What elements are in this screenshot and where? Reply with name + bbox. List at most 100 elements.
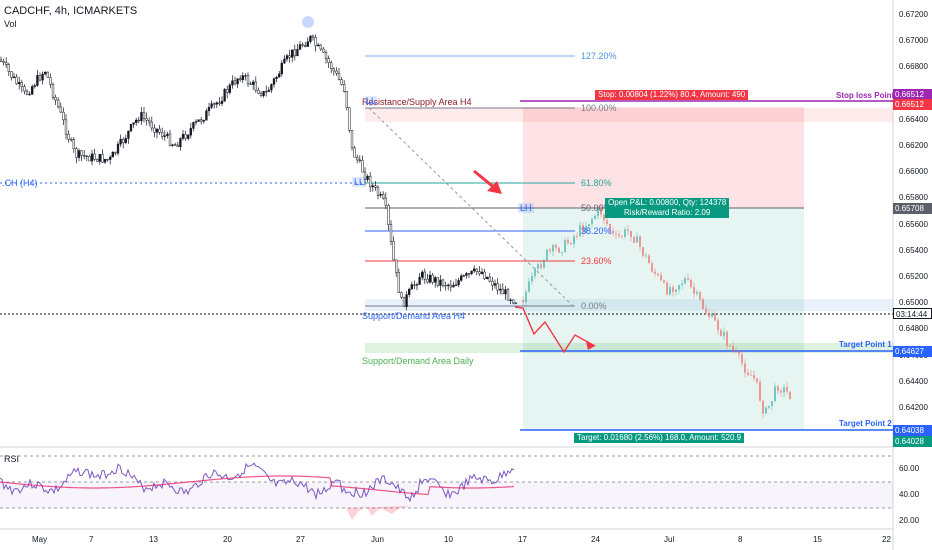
candle-body [155, 128, 159, 133]
candle-body [187, 134, 190, 139]
target-info-tag[interactable]: Target: 0.01680 (2.56%) 168.0, Amount: 5… [574, 433, 745, 443]
open-pl-tag[interactable]: Open P&L: 0.00800, Qty: 124378 Risk/Rewa… [605, 198, 730, 218]
price-tick: 0.65000 [899, 298, 928, 308]
target1-price-box: 0.64627 [893, 346, 932, 357]
time-tick: 24 [591, 535, 600, 544]
candle-body [252, 81, 255, 85]
candle-body [259, 93, 263, 96]
projection-body [630, 230, 632, 237]
candle-body [306, 41, 309, 47]
candle-body [49, 77, 52, 85]
candle-body [483, 271, 486, 279]
candle-body [460, 275, 463, 281]
candle-body [189, 128, 192, 136]
candle-body [298, 44, 302, 50]
candle-body [340, 79, 343, 85]
candle-body [163, 135, 166, 137]
candle-body [389, 224, 393, 242]
candle-body [488, 276, 491, 282]
rsi-tick-40: 40.00 [899, 490, 920, 499]
projection-candles [522, 203, 791, 419]
projection-body [573, 236, 575, 245]
candle-body [5, 62, 8, 65]
candle-body [363, 171, 367, 180]
volume-label[interactable]: Vol [4, 19, 17, 29]
price-candles[interactable] [0, 34, 517, 311]
candle-body [215, 102, 218, 105]
candle-body [127, 130, 130, 139]
price-tick: 0.67000 [899, 36, 928, 46]
time-tick: 22 [882, 535, 891, 544]
candle-body [205, 110, 208, 121]
candle-body [491, 280, 494, 286]
candle-body [454, 284, 458, 286]
candle-body [327, 58, 330, 63]
resistance-area[interactable] [365, 108, 893, 122]
projection-body [705, 308, 707, 314]
stop-zone[interactable] [523, 107, 804, 208]
fib-236-label: 23.60% [581, 256, 612, 266]
projection-body [723, 331, 725, 337]
candle-body [98, 154, 101, 162]
candle-body [431, 274, 434, 283]
projection-body [702, 299, 704, 309]
projection-body [588, 224, 590, 227]
price-tick: 0.65400 [899, 245, 928, 255]
stop-info-tag[interactable]: Stop: 0.00804 (1.22%) 80.4, Amount: 490 [595, 90, 749, 100]
candle-body [410, 284, 413, 290]
candle-body [379, 194, 382, 196]
target-zone[interactable] [523, 208, 804, 430]
candle-body [12, 76, 16, 79]
candle-body [142, 112, 146, 119]
lh-label: LH [518, 203, 534, 213]
support-h4-area[interactable] [365, 299, 893, 311]
candle-body [88, 156, 91, 162]
candle-body [241, 75, 244, 81]
projection-body [711, 313, 713, 317]
projection-body [540, 264, 542, 268]
candle-body [20, 82, 23, 87]
projection-body [597, 207, 599, 216]
candle-body [197, 119, 200, 122]
candle-body [335, 70, 338, 74]
stop-price-box: 0.66512 [893, 89, 932, 100]
projection-body [603, 214, 605, 221]
candle-body [223, 89, 226, 102]
support-daily-area[interactable] [365, 343, 893, 353]
price-tick: 0.67200 [899, 10, 928, 19]
candle-body [18, 82, 21, 85]
projection-body [777, 386, 779, 391]
candle-body [181, 134, 185, 139]
projection-body [558, 247, 560, 253]
fib-trend-line [368, 107, 574, 307]
candle-body [116, 143, 120, 154]
price-tick: 0.64400 [899, 376, 928, 386]
rsi-label[interactable]: RSI [4, 454, 20, 464]
candle-body [343, 84, 346, 92]
candle-body [304, 45, 307, 47]
candle-body [106, 158, 109, 161]
price-tick: 0.65200 [899, 272, 928, 281]
candle-body [70, 139, 73, 141]
candle-body [171, 144, 174, 146]
lh-price-box: 0.65708 [893, 203, 932, 214]
candle-body [111, 151, 114, 158]
candle-body [168, 133, 172, 146]
candle-body [512, 299, 515, 304]
candle-body [38, 75, 42, 81]
projection-body [696, 292, 698, 294]
symbol-title[interactable]: CADCHF, 4h, ICMARKETS [4, 5, 138, 17]
fib-levels[interactable] [365, 55, 804, 307]
candle-body [46, 71, 49, 78]
candle-body [140, 112, 143, 122]
candle-body [174, 144, 177, 146]
projection-body [648, 255, 650, 264]
projection-body [549, 249, 551, 252]
projection-body [657, 273, 659, 276]
rsi-oversold-fill [346, 506, 410, 520]
time-tick: 8 [738, 535, 743, 544]
candle-body [0, 59, 3, 62]
candle-body [366, 175, 369, 180]
candle-body [428, 274, 432, 283]
